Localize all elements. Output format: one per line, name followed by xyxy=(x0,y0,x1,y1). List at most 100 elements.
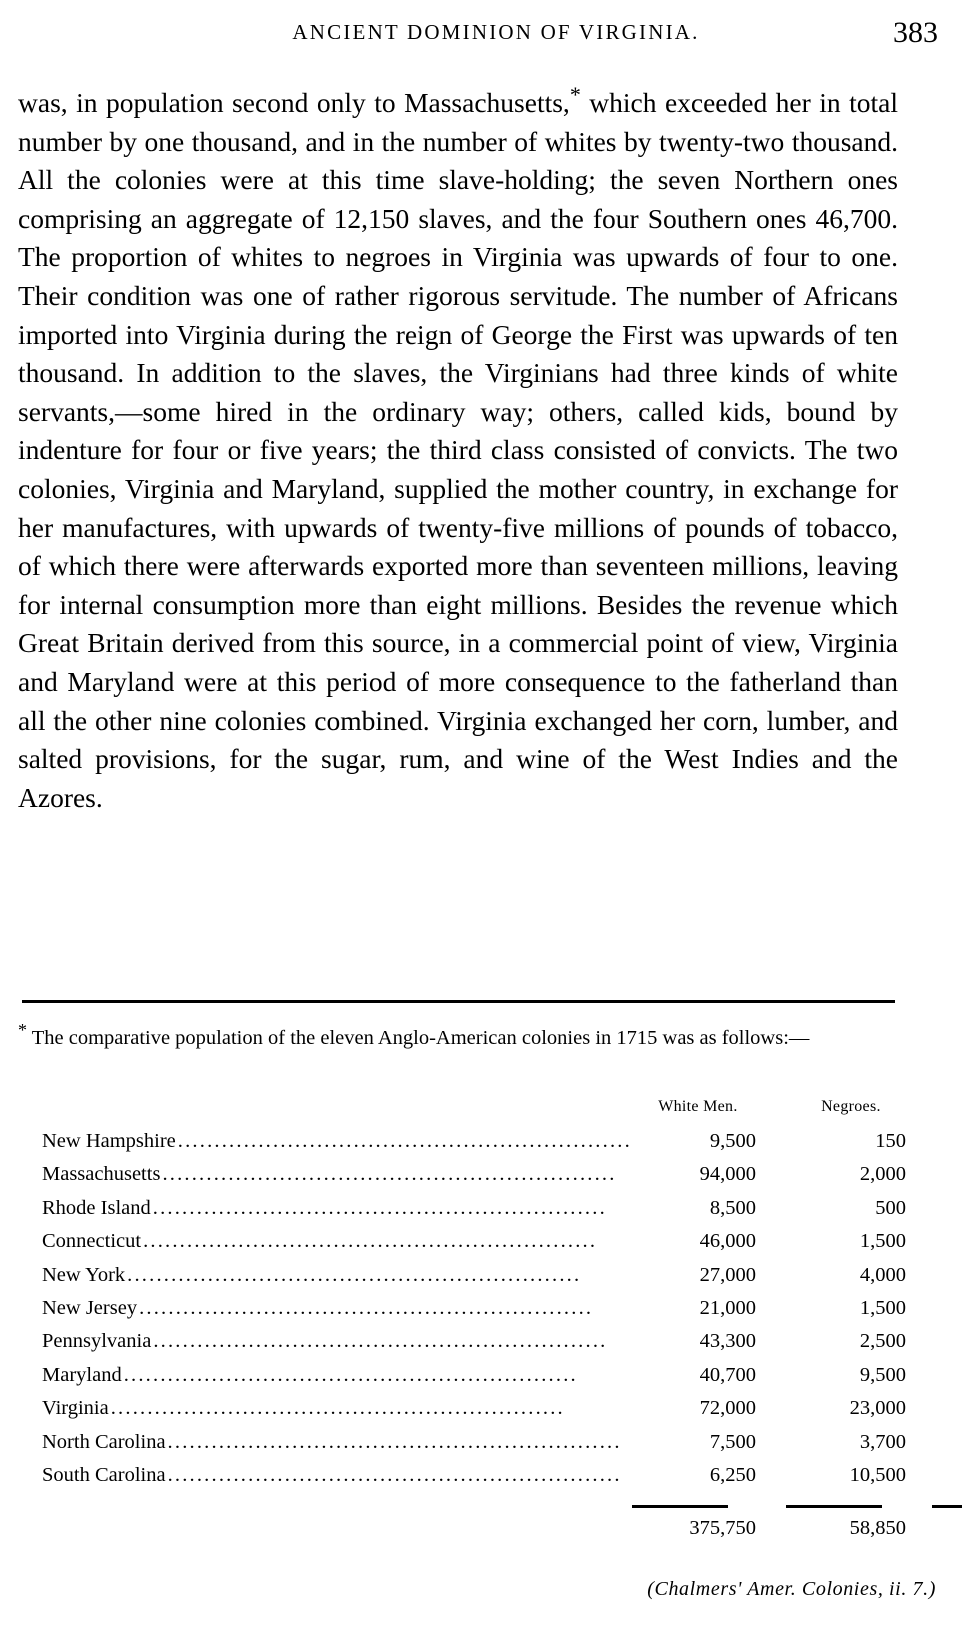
colony-name: Virginia xyxy=(42,1397,109,1420)
table-header-row: White Men. Negroes. Total. xyxy=(18,1098,962,1130)
page-number: 383 xyxy=(893,16,938,49)
table-row: Connecticut.............................… xyxy=(18,1230,962,1263)
cell-white: 9,500 xyxy=(709,1130,756,1152)
totals-label-cell xyxy=(18,1513,632,1553)
table-row: New York................................… xyxy=(18,1264,962,1297)
cell-negroes: 10,500 xyxy=(849,1463,906,1486)
leader-dots: ........................................… xyxy=(127,1263,582,1286)
running-head: ANCIENT DOMINION OF VIRGINIA. 383 xyxy=(18,16,944,56)
cell-negroes: 2,000 xyxy=(859,1163,906,1186)
cell-white: 94,000 xyxy=(699,1163,756,1186)
column-header-negroes: Negroes. xyxy=(821,1098,881,1115)
cell-total: 50,200 xyxy=(932,1364,962,1397)
sum-rule-cell xyxy=(785,1497,932,1513)
table-row: Virginia................................… xyxy=(18,1397,962,1430)
cell-total: 16.750 xyxy=(932,1464,962,1497)
body-paragraph: was, in population second only to Massac… xyxy=(18,81,898,817)
leader-dots: ........................................… xyxy=(153,1330,608,1353)
table-header: White Men. Negroes. Total. xyxy=(18,1098,962,1130)
cell-white: 40,700 xyxy=(699,1363,756,1386)
sum-rule-spacer xyxy=(18,1497,632,1513)
cell-total: 47,500 xyxy=(932,1230,962,1263)
population-table: White Men. Negroes. Total. New Hampshire… xyxy=(18,1098,962,1553)
body-paragraph-lead: was, in population second only to Massac… xyxy=(18,87,570,118)
table-row: New Hampshire...........................… xyxy=(18,1130,962,1163)
colony-name-cell: Rhode Island............................… xyxy=(18,1197,632,1230)
footnote-intro-text: The comparative population of the eleven… xyxy=(27,1027,810,1049)
cell-total: 45,800 xyxy=(932,1330,962,1363)
cell-total: 9,000 xyxy=(932,1197,962,1230)
colony-name-cell: New Jersey..............................… xyxy=(18,1297,632,1330)
table-row: Maryland................................… xyxy=(18,1364,962,1397)
cell-white: 43,300 xyxy=(699,1330,756,1353)
cell-white: 46,000 xyxy=(699,1230,756,1253)
total-negroes: 58,850 xyxy=(849,1517,906,1540)
cell-white: 8,500 xyxy=(709,1196,756,1219)
colony-name: South Carolina xyxy=(42,1463,166,1486)
body-text: was, in population second only to Massac… xyxy=(18,81,898,817)
sum-rule xyxy=(631,1505,728,1509)
colony-name-cell: Massachusetts...........................… xyxy=(18,1163,632,1196)
table-row: North Carolina..........................… xyxy=(18,1431,962,1464)
cell-total: 95,000 xyxy=(932,1397,962,1430)
colony-name-cell: Pennsylvania............................… xyxy=(18,1330,632,1363)
cell-negroes: 1,500 xyxy=(859,1230,906,1253)
colony-name: Massachusetts xyxy=(42,1163,161,1186)
table-row: Massachusetts...........................… xyxy=(18,1163,962,1196)
column-header-colony xyxy=(18,1098,632,1130)
cell-negroes: 150 xyxy=(875,1130,906,1152)
leader-dots: ........................................… xyxy=(167,1430,622,1453)
sum-rule-cell xyxy=(931,1497,962,1513)
source-citation: (Chalmers' Amer. Colonies, ii. 7.) xyxy=(647,1578,936,1600)
cell-negroes: 23,000 xyxy=(849,1397,906,1420)
sum-rule xyxy=(931,1505,962,1509)
column-header-white: White Men. xyxy=(658,1098,738,1115)
colony-name-cell: Connecticut.............................… xyxy=(18,1230,632,1263)
table-body: New Hampshire...........................… xyxy=(18,1130,962,1553)
colony-name-cell: North Carolina..........................… xyxy=(18,1431,632,1464)
colony-name-cell: New Hampshire...........................… xyxy=(18,1130,632,1163)
cell-white: 21,000 xyxy=(699,1296,756,1319)
running-head-title: ANCIENT DOMINION OF VIRGINIA. xyxy=(292,20,700,44)
footnote-block: * The comparative population of the elev… xyxy=(18,1021,903,1053)
column-header-total: Total. xyxy=(932,1098,962,1130)
cell-negroes: 2,500 xyxy=(859,1330,906,1353)
total-total: 434,600 xyxy=(932,1513,962,1553)
leader-dots: ........................................… xyxy=(143,1230,598,1253)
table-row: Pennsylvania............................… xyxy=(18,1330,962,1363)
leader-dots: ........................................… xyxy=(152,1196,607,1219)
cell-negroes: 4,000 xyxy=(859,1263,906,1286)
table-row: Rhode Island............................… xyxy=(18,1197,962,1230)
footnote-divider-rule xyxy=(22,1000,895,1003)
cell-negroes: 9,500 xyxy=(859,1363,906,1386)
table-row: South Carolina..........................… xyxy=(18,1464,962,1497)
leader-dots: ........................................… xyxy=(123,1363,578,1386)
colony-name: Connecticut xyxy=(42,1230,142,1253)
body-paragraph-rest: which exceeded her in total number by on… xyxy=(18,87,898,813)
footnote-marker: * xyxy=(18,1020,27,1041)
totals-row: 375,750 58,850 434,600 xyxy=(18,1513,962,1553)
cell-total: 9,650 xyxy=(932,1130,962,1163)
cell-total: 22,500 xyxy=(932,1297,962,1330)
colony-name: New Hampshire xyxy=(42,1130,176,1152)
colony-name: North Carolina xyxy=(42,1430,166,1453)
total-white: 375,750 xyxy=(689,1517,756,1540)
colony-name: New York xyxy=(42,1263,126,1286)
cell-white: 7,500 xyxy=(709,1430,756,1453)
leader-dots: ........................................… xyxy=(162,1163,617,1186)
table-row: New Jersey..............................… xyxy=(18,1297,962,1330)
cell-white: 72,000 xyxy=(699,1397,756,1420)
footnote-reference-marker: * xyxy=(569,81,581,107)
leader-dots: ........................................… xyxy=(167,1463,622,1486)
colony-name: New Jersey xyxy=(42,1296,138,1319)
colony-name: Rhode Island xyxy=(42,1196,151,1219)
cell-white: 27,000 xyxy=(699,1263,756,1286)
cell-total: 96,000 xyxy=(932,1163,962,1196)
cell-negroes: 3,700 xyxy=(859,1430,906,1453)
colony-name-cell: South Carolina..........................… xyxy=(18,1464,632,1497)
leader-dots: ........................................… xyxy=(110,1397,565,1420)
cell-white: 6,250 xyxy=(709,1463,756,1486)
colony-name: Pennsylvania xyxy=(42,1330,152,1353)
sum-rule-cell xyxy=(631,1497,786,1513)
